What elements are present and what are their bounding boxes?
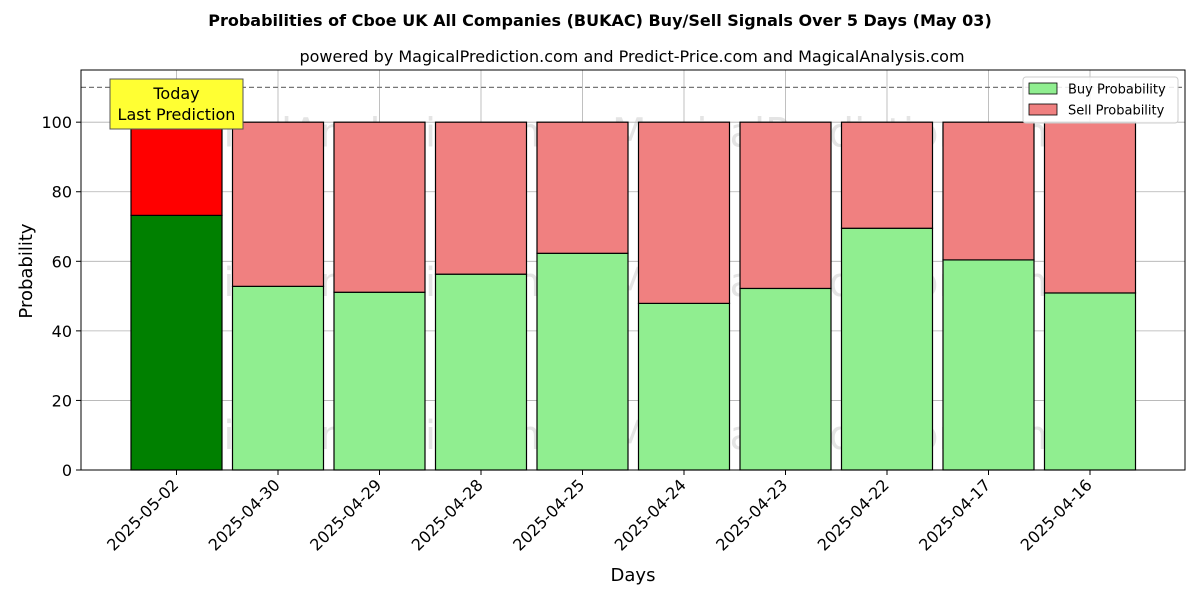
- sell-bar: [536, 121, 629, 254]
- x-tick-label: 2025-04-25: [509, 475, 588, 554]
- plot-frame: [80, 69, 1186, 471]
- buy-bar: [231, 285, 325, 471]
- y-tick-label: 0: [62, 461, 72, 480]
- buy-bar: [840, 227, 934, 471]
- y-tick-label: 80: [52, 183, 72, 202]
- buy-bar: [536, 252, 629, 471]
- buy-bar: [739, 287, 832, 471]
- y-tick-label: 20: [52, 391, 72, 410]
- x-tick-label: 2025-04-24: [611, 475, 690, 554]
- chart-subtitle: powered by MagicalPrediction.com and Pre…: [299, 47, 964, 66]
- sell-bar: [231, 121, 325, 287]
- x-tick-label: 2025-04-16: [1017, 475, 1096, 554]
- sell-bar: [130, 121, 223, 216]
- sell-bar: [434, 121, 528, 275]
- x-tick-label: 2025-04-30: [205, 475, 284, 554]
- bars-layer: [130, 121, 1137, 471]
- buy-bar: [333, 291, 426, 471]
- x-tick-label: 2025-04-17: [915, 475, 994, 554]
- y-tick-label: 40: [52, 322, 72, 341]
- sell-bar: [739, 121, 832, 290]
- x-axis-label: Days: [611, 565, 656, 586]
- legend-box: [1022, 76, 1179, 124]
- y-axis-label: Probability: [16, 223, 37, 318]
- buy-bar: [434, 273, 528, 471]
- legend: Buy Probability Sell Probability: [1022, 76, 1179, 124]
- legend-label: Buy Probability: [1068, 83, 1166, 98]
- sell-bar: [637, 121, 731, 304]
- x-tick-label: 2025-04-23: [712, 475, 791, 554]
- x-tick-label: 2025-05-02: [103, 475, 182, 554]
- y-tick-label: 60: [52, 252, 72, 271]
- legend-label: Sell Probability: [1068, 104, 1165, 119]
- buy-bar: [942, 259, 1035, 471]
- chart-title: Probabilities of Cboe UK All Companies (…: [208, 11, 992, 30]
- buy-bar: [1043, 292, 1137, 471]
- x-tick-label: 2025-04-22: [814, 475, 893, 554]
- sell-bar: [1043, 121, 1137, 294]
- annotation-text: Last Prediction: [118, 105, 236, 124]
- x-tick-label: 2025-04-29: [306, 475, 385, 554]
- y-tick-label: 100: [41, 113, 72, 132]
- sell-bar: [840, 121, 934, 229]
- buy-bar: [637, 302, 731, 471]
- x-tick-label: 2025-04-28: [408, 475, 487, 554]
- buy-bar: [130, 214, 223, 471]
- sell-bar: [942, 121, 1035, 261]
- annotation-box: [109, 78, 244, 130]
- today-annotation: Today Last Prediction: [109, 78, 244, 130]
- legend-swatch: [1028, 103, 1058, 116]
- legend-swatch: [1028, 82, 1058, 95]
- sell-bar: [333, 121, 426, 293]
- annotation-text: Today: [152, 84, 199, 103]
